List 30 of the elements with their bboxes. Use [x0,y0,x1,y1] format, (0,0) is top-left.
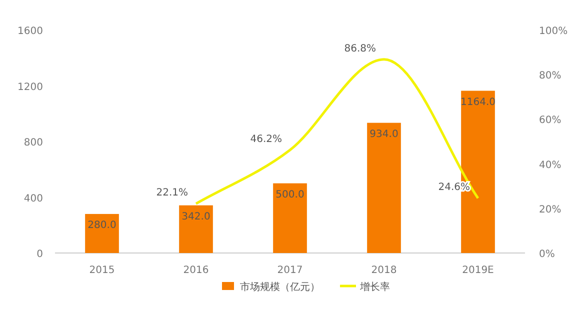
y-tick-label: 1600 [18,26,43,37]
x-tick-label: 2017 [277,265,303,276]
bar [179,205,213,253]
legend-label: 市场规模（亿元） [240,281,320,293]
y2-tick-label: 20% [539,204,562,216]
bar [85,214,119,253]
data-label: 500.0 [276,189,304,200]
y2-tick-label: 100% [539,26,568,37]
bar [367,122,401,253]
y-tick-label: 1200 [18,82,43,93]
x-tick-label: 2015 [89,265,115,276]
y-tick-label: 400 [24,193,43,204]
y2-tick-label: 80% [539,70,562,82]
x-tick-label: 2019E [462,265,494,276]
data-label: 934.0 [370,128,398,140]
legend-label: 增长率 [359,281,390,293]
data-label: 1164.0 [460,96,496,108]
x-tick-label: 2018 [371,265,397,276]
y2-tick-label: 40% [539,160,562,171]
data-label: 86.8% [344,43,376,54]
y2-tick-label: 0% [539,249,555,260]
data-label: 342.0 [182,211,210,222]
data-label: 46.2% [250,134,282,145]
bar [273,183,307,253]
y-tick-label: 800 [24,138,43,148]
y2-tick-label: 60% [539,115,562,126]
y-tick-label: 0 [36,249,43,260]
x-tick-label: 2016 [183,265,209,276]
data-label: 22.1% [156,188,188,199]
data-label: 280.0 [88,220,116,231]
